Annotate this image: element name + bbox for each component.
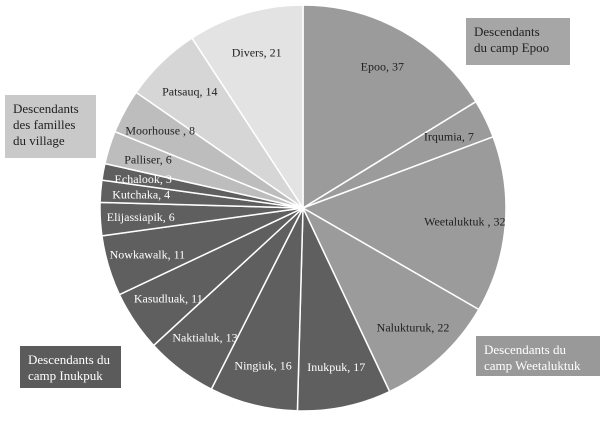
slice-label-inukpuk: Inukpuk, 17: [307, 360, 365, 374]
slice-label-divers: Divers, 21: [232, 45, 282, 59]
group-label-weetaluktuk-line-1: Descendants du: [484, 342, 566, 357]
group-label-village-line-3: du village: [13, 133, 65, 148]
group-label-village: Descendants des familles du village: [5, 95, 96, 158]
slice-label-kasudluak: Kasudluak, 11: [134, 292, 203, 306]
slice-label-patsauq: Patsauq, 14: [162, 85, 217, 99]
group-label-weetaluktuk-line-2: camp Weetaluktuk: [484, 358, 581, 373]
group-label-village-line-1: Descendants: [13, 101, 79, 116]
pie-slice-weetaluktuk: [301, 135, 507, 311]
slice-label-weetaluktuk: Weetaluktuk , 32: [424, 214, 505, 228]
slice-label-nalukturuk: Nalukturuk, 22: [377, 321, 450, 335]
group-label-epoo-line-2: du camp Epoo: [474, 40, 550, 55]
slice-label-elijassiapik: Elijassiapik, 6: [107, 210, 175, 224]
pie-slice-epoo: [302, 4, 477, 210]
group-label-epoo-line-1: Descendants: [474, 24, 540, 39]
pie-slice-divers: [190, 4, 304, 211]
slice-label-naktialuk: Naktialuk, 13: [172, 331, 237, 345]
pie-slice-inukpuk: [296, 207, 391, 412]
slice-labels: Epoo, 37 Irqumia, 7 Weetaluktuk , 32 Nalukt…: [107, 45, 506, 374]
group-label-weetaluktuk: Descendants du camp Weetaluktuk: [476, 336, 600, 376]
slice-label-ningiuk: Ningiuk, 16: [234, 358, 291, 372]
slice-label-moorhouse: Moorhouse , 8: [125, 124, 195, 138]
group-label-village-line-2: des familles: [13, 117, 76, 132]
slice-label-palliser: Palliser, 6: [124, 153, 172, 167]
group-label-inukpuk-line-1: Descendants du: [28, 352, 110, 367]
pie-slice-nalukturuk: [301, 206, 480, 393]
slice-label-epoo: Epoo, 37: [361, 59, 404, 73]
group-label-epoo: Descendants du camp Epoo: [466, 18, 570, 65]
group-label-inukpuk: Descendants du camp Inukpuk: [20, 346, 121, 388]
pie-slices: [99, 4, 507, 412]
slice-label-echalook: Echalook, 3: [115, 172, 172, 186]
slice-label-nowkawalk: Nowkawalk, 11: [110, 247, 186, 261]
slice-label-kutchaka: Kutchaka, 4: [112, 188, 170, 202]
group-label-inukpuk-line-2: camp Inukpuk: [28, 368, 103, 383]
slice-label-irqumia: Irqumia, 7: [424, 130, 474, 144]
